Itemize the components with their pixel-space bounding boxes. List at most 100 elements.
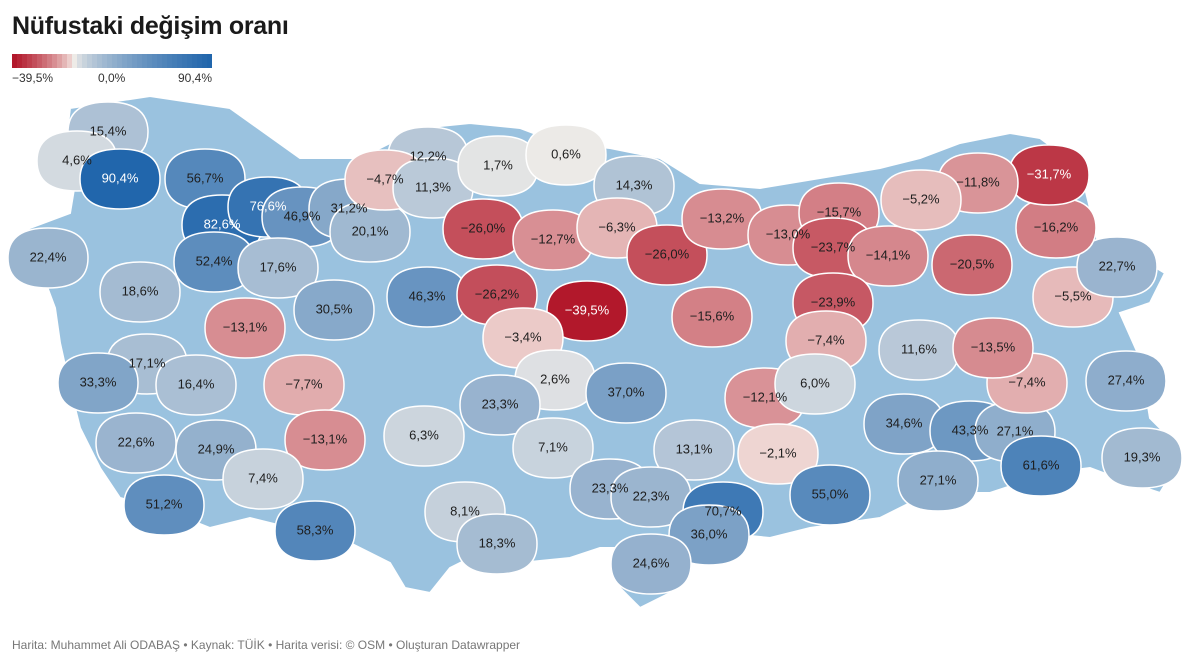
province-region[interactable] (737, 423, 819, 485)
province-value-label: 51,2% (146, 496, 183, 511)
legend-swatch (117, 54, 122, 68)
province-value-label: −12,1% (743, 389, 788, 404)
province-value-label: 33,3% (80, 374, 117, 389)
province-value-label: 37,0% (608, 384, 645, 399)
province-region[interactable] (222, 448, 304, 510)
legend-swatch (187, 54, 192, 68)
map-title: Nüfustaki değişim oranı (12, 12, 289, 40)
legend-swatch (87, 54, 92, 68)
province-region[interactable] (456, 513, 538, 575)
province-region[interactable] (274, 500, 356, 562)
province-value-label: −12,7% (531, 231, 576, 246)
province-region[interactable] (79, 148, 161, 210)
province-value-label: 22,3% (633, 488, 670, 503)
province-region[interactable] (293, 279, 375, 341)
province-region[interactable] (263, 354, 345, 416)
province-value-label: 7,1% (538, 439, 568, 454)
province-region[interactable] (1085, 350, 1167, 412)
province-value-label: −6,3% (598, 219, 636, 234)
province-value-label: 43,3% (952, 422, 989, 437)
province-region[interactable] (610, 533, 692, 595)
province-region[interactable] (155, 354, 237, 416)
province-region[interactable] (931, 234, 1013, 296)
province-value-label: 15,4% (90, 123, 127, 138)
province-value-label: −16,2% (1034, 219, 1079, 234)
province-region[interactable] (383, 405, 465, 467)
province-value-label: 17,1% (129, 355, 166, 370)
legend-swatch (42, 54, 47, 68)
legend-max-label: 90,4% (177, 71, 212, 85)
legend-swatch (147, 54, 152, 68)
province-region[interactable] (774, 353, 856, 415)
legend-swatch (67, 54, 72, 68)
province-region[interactable] (329, 201, 411, 263)
province-region[interactable] (671, 286, 753, 348)
province-value-label: 24,6% (633, 555, 670, 570)
province-value-label: −14,1% (866, 247, 911, 262)
province-region[interactable] (847, 225, 929, 287)
province-value-label: −13,1% (223, 319, 268, 334)
legend-swatch (22, 54, 27, 68)
province-region[interactable] (1000, 435, 1082, 497)
province-value-label: 17,6% (260, 259, 297, 274)
province-region[interactable] (880, 169, 962, 231)
legend-labels: −39,5% 0,0% 90,4% (12, 71, 212, 87)
legend-swatch (177, 54, 182, 68)
province-region[interactable] (99, 261, 181, 323)
province-value-label: 12,2% (410, 148, 447, 163)
province-value-label: 70,7% (705, 503, 742, 518)
province-value-label: −2,1% (759, 445, 797, 460)
province-region[interactable] (123, 474, 205, 536)
province-region[interactable] (1008, 144, 1090, 206)
province-value-label: 1,7% (483, 157, 513, 172)
legend-swatch (57, 54, 62, 68)
province-value-label: 4,6% (62, 152, 92, 167)
province-region[interactable] (1076, 236, 1158, 298)
province-region[interactable] (897, 450, 979, 512)
province-value-label: 13,1% (676, 441, 713, 456)
province-value-label: 8,1% (450, 503, 480, 518)
province-value-label: −26,0% (461, 220, 506, 235)
province-value-label: −23,7% (811, 239, 856, 254)
province-value-label: 31,2% (331, 200, 368, 215)
map-svg: 15,4% 4,6% 90,4% 56,7% 82,6% 76,6%46,9% 31,2% 2… (7, 94, 1183, 610)
province-value-label: 0,6% (551, 146, 581, 161)
province-value-label: −5,5% (1054, 288, 1092, 303)
province-region[interactable] (57, 352, 139, 414)
province-value-label: −13,0% (766, 226, 811, 241)
province-value-label: 22,6% (118, 434, 155, 449)
legend-swatch (152, 54, 157, 68)
province-value-label: 36,0% (691, 526, 728, 541)
legend-swatch (132, 54, 137, 68)
province-region[interactable] (546, 280, 628, 342)
legend-swatch (197, 54, 202, 68)
province-region[interactable] (585, 362, 667, 424)
province-region[interactable] (1101, 427, 1183, 489)
legend-swatch (162, 54, 167, 68)
legend-swatch (72, 54, 77, 68)
province-region[interactable] (237, 237, 319, 299)
province-region[interactable] (525, 124, 607, 186)
province-value-label: 23,3% (482, 396, 519, 411)
province-region[interactable] (512, 417, 594, 479)
province-region[interactable] (789, 464, 871, 526)
legend-swatch (127, 54, 132, 68)
province-region[interactable] (952, 317, 1034, 379)
province-value-label: 22,4% (30, 249, 67, 264)
province-region[interactable] (164, 148, 246, 210)
legend-swatch (122, 54, 127, 68)
province-value-label: −23,9% (811, 294, 856, 309)
province-region[interactable] (284, 409, 366, 471)
province-region[interactable] (459, 374, 541, 436)
legend-min-label: −39,5% (12, 71, 54, 85)
province-value-label: 18,3% (479, 535, 516, 550)
legend-swatch (107, 54, 112, 68)
province-region[interactable] (7, 227, 89, 289)
province-value-label: −39,5% (565, 302, 610, 317)
province-value-label: 76,6% (250, 198, 287, 213)
province-region[interactable] (626, 224, 708, 286)
province-value-label: 20,1% (352, 223, 389, 238)
legend-swatch (82, 54, 87, 68)
legend-swatch (167, 54, 172, 68)
province-region[interactable] (204, 297, 286, 359)
